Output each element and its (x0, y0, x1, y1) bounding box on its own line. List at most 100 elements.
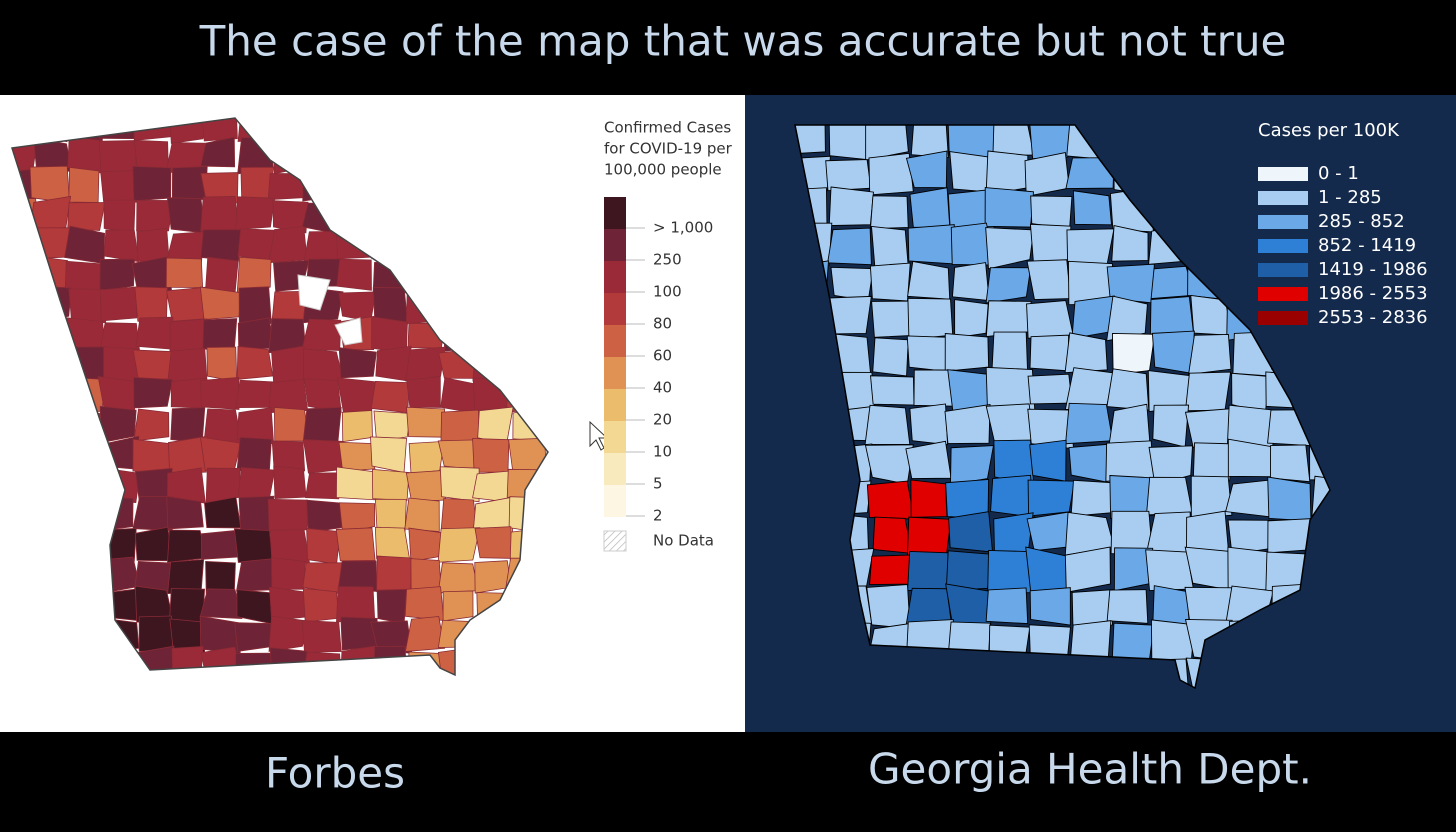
county (909, 187, 951, 229)
county (273, 465, 307, 500)
legend-title: for COVID-19 per (604, 140, 733, 158)
legend-swatch (1258, 191, 1308, 205)
county (376, 589, 407, 624)
county (338, 347, 377, 379)
county (869, 262, 911, 302)
county (1029, 334, 1070, 372)
county (372, 468, 410, 501)
county (985, 267, 1032, 304)
legend-swatch (604, 485, 626, 517)
legend-label: 852 - 1419 (1318, 235, 1416, 256)
legend-label: 100 (653, 283, 682, 301)
county (103, 229, 140, 263)
county (200, 196, 239, 232)
county (301, 620, 342, 653)
county (166, 495, 204, 530)
legend-label: 2553 - 2836 (1318, 307, 1428, 328)
legend-swatch (604, 197, 626, 229)
county (199, 588, 243, 619)
county (985, 227, 1035, 270)
county (138, 615, 174, 652)
county (167, 529, 207, 563)
legend-label: 1 - 285 (1318, 187, 1382, 208)
county (985, 300, 1032, 338)
county (136, 200, 174, 232)
no-data-county (334, 317, 363, 346)
county (1190, 475, 1233, 519)
county (338, 441, 376, 472)
county (1072, 190, 1113, 226)
county (440, 409, 480, 443)
county (1184, 408, 1234, 448)
county (267, 498, 308, 534)
county (1026, 511, 1072, 552)
county (1192, 442, 1235, 482)
legend-label: 285 - 852 (1318, 211, 1405, 232)
county (375, 345, 412, 382)
county (1111, 622, 1155, 663)
county (166, 197, 206, 234)
county (132, 349, 174, 381)
county (133, 139, 169, 170)
legend-label: 40 (653, 379, 672, 397)
county (907, 260, 951, 300)
county (1106, 295, 1148, 342)
county (204, 256, 239, 294)
county (233, 528, 274, 563)
county (984, 187, 1034, 228)
county (271, 440, 306, 472)
county (992, 125, 1035, 157)
county (303, 378, 342, 413)
county (103, 199, 136, 233)
county (1106, 368, 1150, 411)
county (1111, 332, 1156, 376)
county (1027, 479, 1076, 517)
county (268, 615, 310, 652)
legend-swatch (1258, 239, 1308, 253)
county (236, 346, 274, 380)
county (437, 562, 479, 594)
county (1029, 439, 1067, 482)
legend-title: 100,000 people (604, 161, 722, 179)
county (235, 558, 277, 592)
county (370, 436, 407, 474)
legend-swatch (603, 530, 627, 552)
county (907, 224, 955, 265)
county (204, 496, 242, 529)
county (305, 472, 343, 500)
legend-label: 10 (653, 443, 672, 461)
county (133, 377, 174, 409)
county (64, 225, 106, 265)
county (869, 195, 909, 230)
county (199, 436, 242, 472)
county (170, 377, 206, 409)
county (437, 527, 481, 563)
county (199, 376, 240, 410)
legend-label: > 1,000 (653, 219, 713, 237)
county (405, 470, 447, 503)
county (200, 136, 236, 168)
health-dept-outline (794, 124, 1331, 690)
county (374, 526, 411, 560)
county (336, 258, 372, 291)
county (301, 318, 342, 351)
county (203, 408, 243, 444)
county (1065, 402, 1114, 445)
county (871, 300, 914, 338)
county (1152, 404, 1190, 448)
county (830, 266, 874, 302)
county (376, 555, 412, 592)
legend-swatch (1258, 263, 1308, 277)
legend-swatch (1258, 287, 1308, 301)
county (944, 404, 991, 445)
county (825, 159, 872, 192)
county (985, 403, 1036, 446)
county (235, 196, 276, 230)
county (135, 316, 175, 350)
county (1029, 125, 1071, 160)
title-bar (0, 0, 1456, 95)
county (1184, 371, 1232, 412)
caption: Georgia Health Dept. (868, 745, 1312, 794)
